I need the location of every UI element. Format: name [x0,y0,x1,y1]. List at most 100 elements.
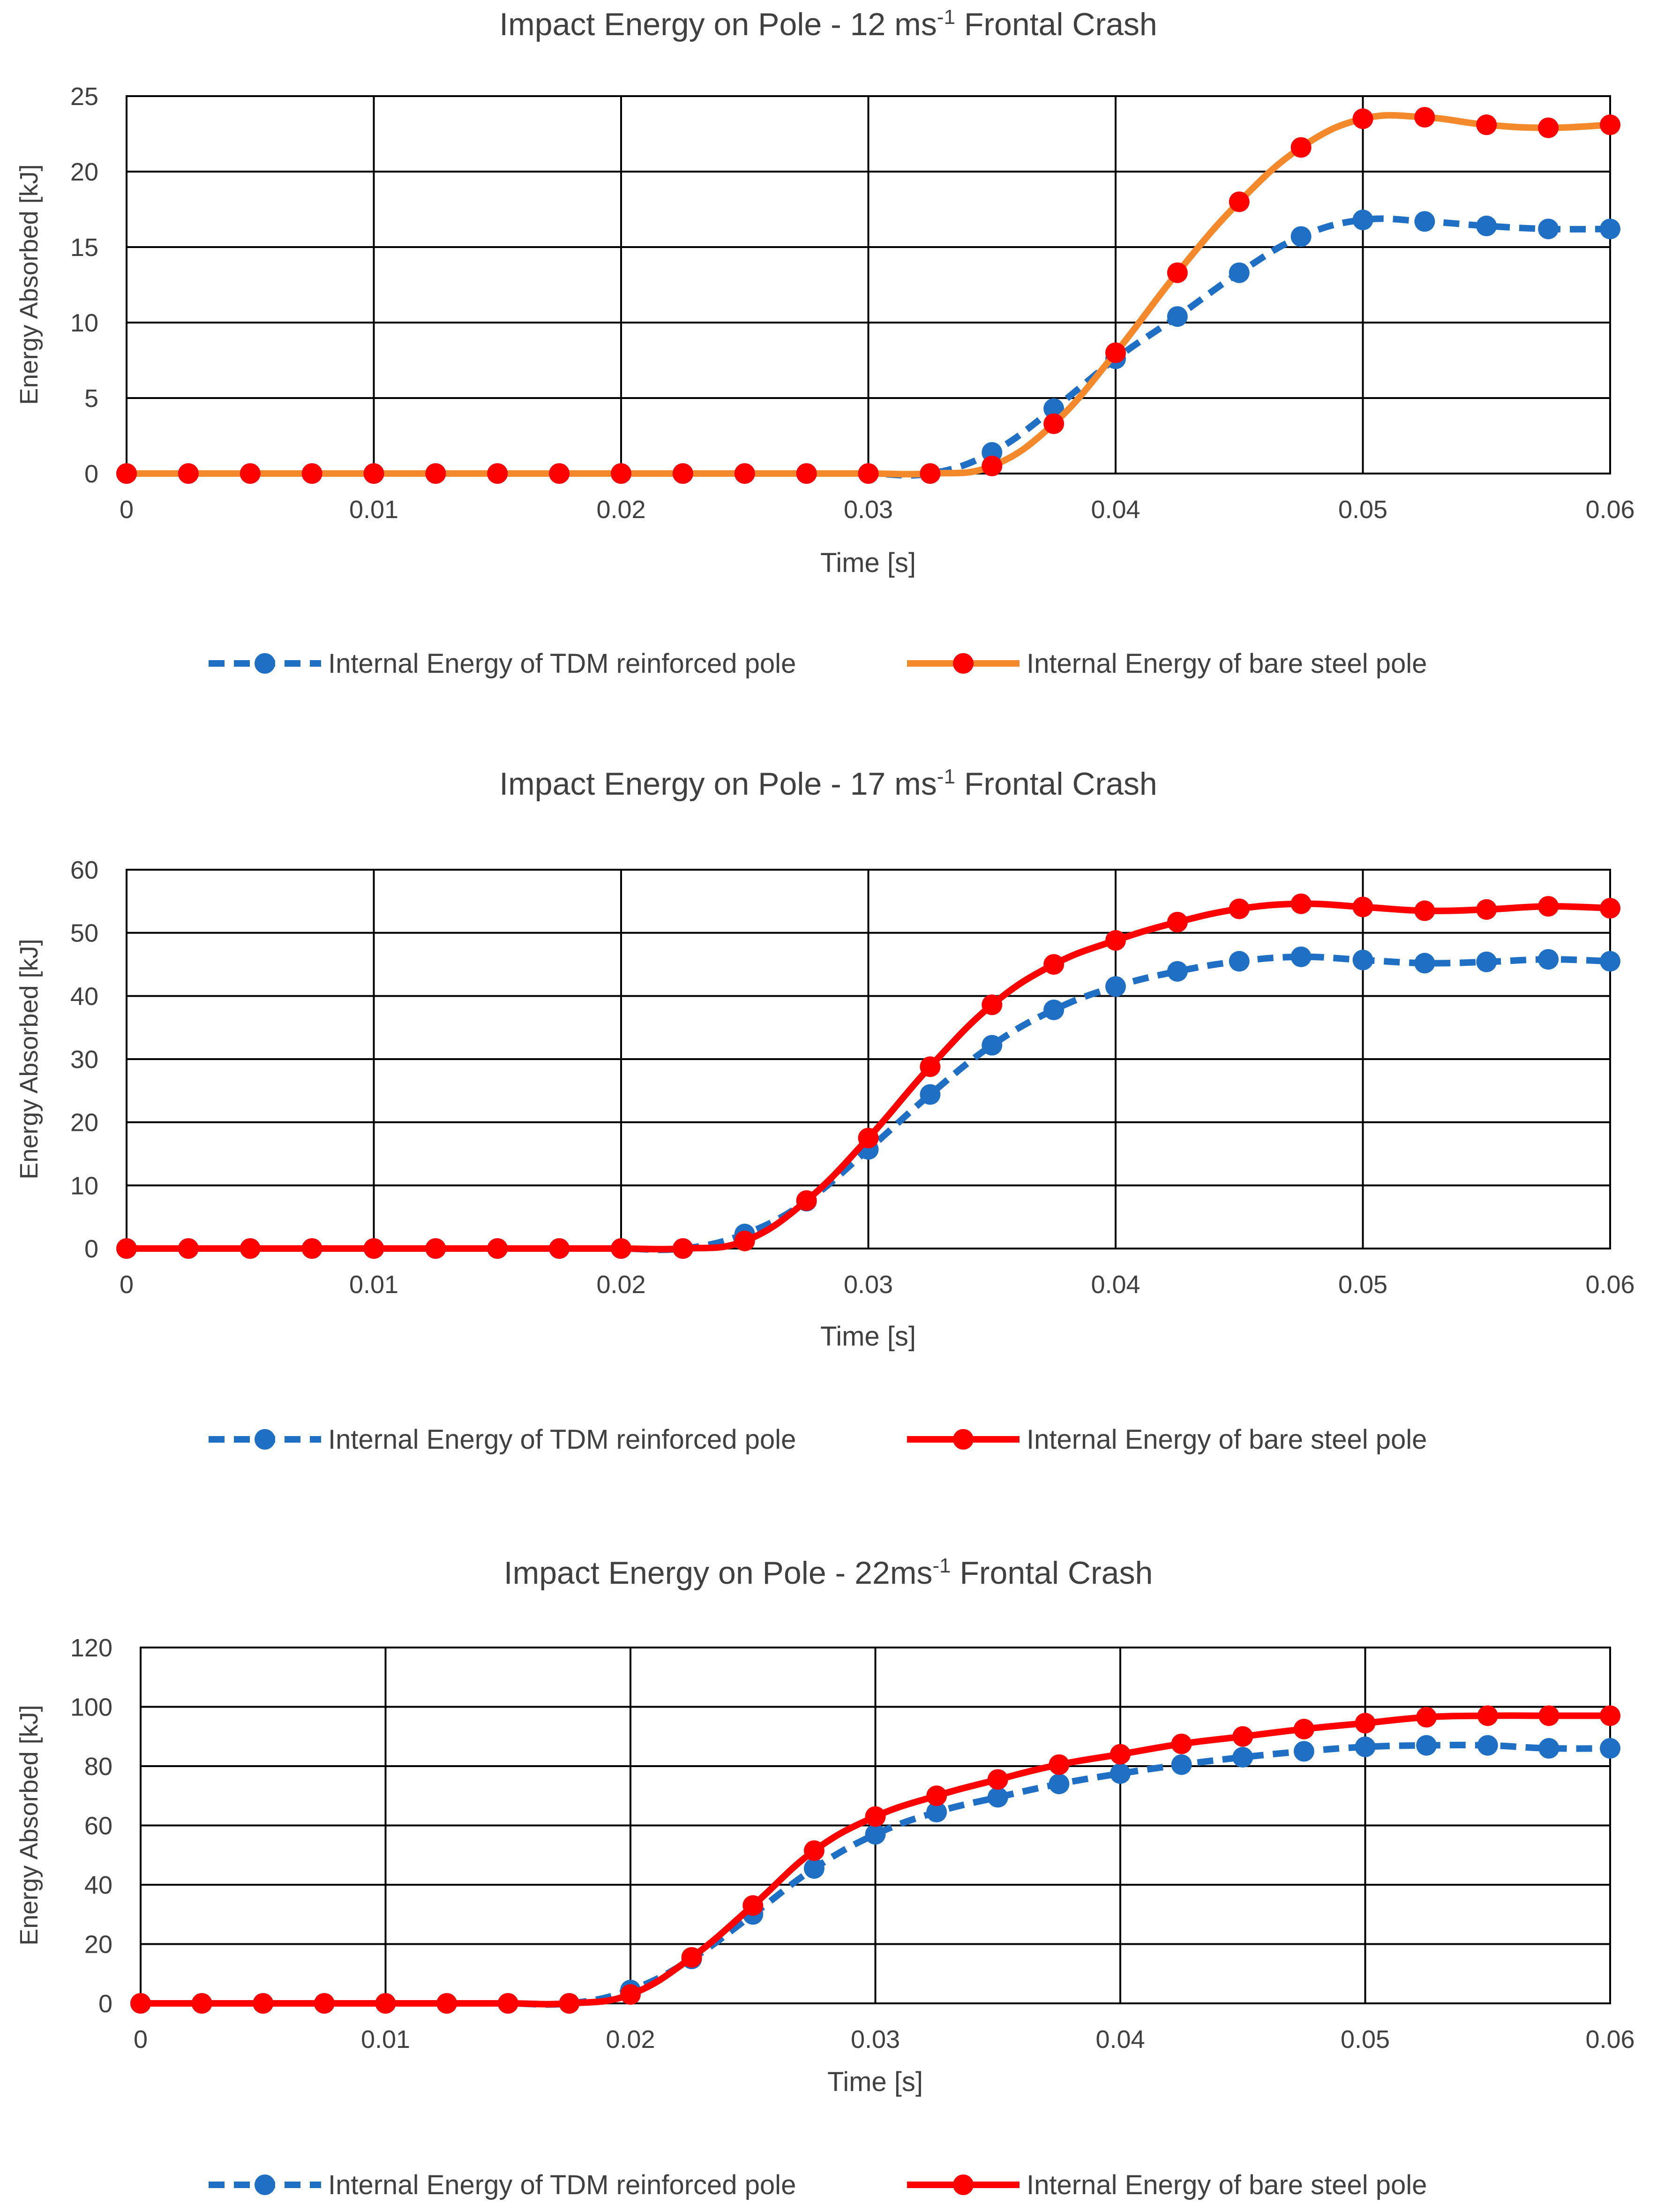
data-point-series-1 [858,1128,879,1149]
legend-label-1: Internal Energy of bare steel pole [1027,1424,1427,1455]
chart-panel-12ms: Impact Energy on Pole - 12 ms-1 Frontal … [0,0,1657,731]
data-point-series-1 [301,1238,322,1259]
data-point-series-1 [1105,930,1126,951]
data-point-series-1 [1171,1733,1192,1754]
y-tick-label: 0 [84,460,98,488]
data-point-series-1 [549,1238,570,1259]
data-point-series-1 [1600,114,1620,135]
data-point-series-1 [672,1238,693,1259]
data-point-series-1 [1293,1718,1314,1739]
x-axis-label: Time [s] [820,548,916,578]
data-point-series-1 [796,1190,817,1211]
data-point-series-1 [375,1993,396,2014]
data-point-series-1 [253,1993,274,2014]
y-tick-label: 20 [84,1931,112,1959]
data-point-series-1 [1352,108,1373,129]
data-point-series-1 [1290,137,1312,158]
y-tick-label: 40 [84,1871,112,1899]
data-point-series-0 [1538,218,1559,240]
data-point-series-1 [178,1238,199,1259]
y-axis-label: Energy Absorbed [kJ] [15,1705,43,1945]
data-point-series-1 [240,1238,261,1259]
data-point-series-0 [1049,1773,1070,1794]
data-point-series-0 [1600,951,1620,972]
data-point-series-1 [1414,900,1435,921]
x-tick-label: 0.06 [1585,2025,1635,2054]
data-point-series-0 [982,1035,1003,1056]
data-point-series-0 [1600,1738,1620,1759]
data-point-series-0 [1232,1747,1253,1768]
data-point-series-1 [982,994,1003,1016]
legend-marker-0 [255,2174,275,2195]
data-point-series-0 [1293,1741,1314,1762]
data-point-series-1 [1167,911,1188,933]
x-tick-label: 0.05 [1338,1271,1387,1299]
data-point-series-0 [1043,398,1065,419]
chart-title: Impact Energy on Pole - 22ms-1 Frontal C… [504,1554,1153,1591]
data-point-series-1 [681,1947,702,1968]
data-point-series-1 [1600,898,1620,919]
x-tick-label: 0.06 [1585,1271,1635,1299]
legend-label-1: Internal Energy of bare steel pole [1027,2170,1427,2200]
data-point-series-1 [734,1230,755,1251]
x-tick-label: 0.01 [349,1271,398,1299]
data-point-series-0 [1290,226,1312,247]
data-point-series-0 [1290,946,1312,967]
data-point-series-1 [1167,262,1188,283]
data-point-series-1 [191,1993,212,2014]
data-point-series-1 [314,1993,335,2014]
data-point-series-0 [1476,215,1497,236]
data-point-series-1 [1229,191,1250,212]
data-point-series-1 [1043,954,1065,975]
y-tick-label: 10 [70,309,98,337]
data-point-series-1 [734,463,755,484]
data-point-series-1 [497,1993,518,2014]
data-point-series-1 [425,1238,446,1259]
data-point-series-1 [487,463,508,484]
chart-17ms: Impact Energy on Pole - 17 ms-1 Frontal … [15,765,1635,1455]
y-tick-label: 30 [70,1046,98,1074]
x-tick-label: 0.03 [844,496,893,524]
data-point-series-1 [1476,114,1497,135]
data-point-series-0 [1600,218,1620,240]
data-point-series-1 [926,1785,947,1806]
data-point-series-0 [1043,999,1065,1020]
x-tick-label: 0 [120,1271,134,1299]
plot-area-frame [126,869,1611,1249]
data-point-series-0 [1167,961,1188,982]
y-tick-label: 50 [70,919,98,948]
data-point-series-1 [1538,1705,1560,1726]
data-point-series-1 [549,463,570,484]
y-tick-label: 10 [70,1172,98,1200]
data-point-series-0 [1476,951,1497,972]
legend-marker-0 [255,653,275,674]
data-point-series-1 [920,463,941,484]
data-point-series-0 [1171,1754,1192,1775]
data-point-series-1 [1538,896,1559,917]
data-point-series-1 [363,463,384,484]
data-point-series-1 [240,463,261,484]
chart-panel-17ms: Impact Energy on Pole - 17 ms-1 Frontal … [0,731,1657,1463]
legend-label-0: Internal Energy of TDM reinforced pole [328,648,796,679]
y-tick-label: 5 [84,384,98,413]
data-point-series-0 [865,1824,886,1845]
data-point-series-0 [1352,949,1373,971]
data-point-series-0 [987,1787,1008,1808]
x-tick-label: 0.03 [844,1271,893,1299]
x-tick-label: 0.01 [349,496,398,524]
y-axis-label: Energy Absorbed [kJ] [15,164,43,405]
data-point-series-1 [1600,1705,1620,1726]
x-tick-label: 0.05 [1341,2025,1390,2054]
data-point-series-1 [611,1238,631,1259]
y-tick-label: 0 [98,1990,112,2018]
legend-label-1: Internal Energy of bare steel pole [1027,648,1427,679]
x-tick-label: 0 [120,496,134,524]
data-point-series-1 [1476,899,1497,920]
y-tick-label: 25 [70,83,98,111]
x-axis-label: Time [s] [827,2067,923,2097]
legend-label-0: Internal Energy of TDM reinforced pole [328,2170,796,2200]
y-tick-label: 100 [70,1693,112,1722]
legend-marker-0 [255,1429,275,1450]
data-point-series-1 [796,463,817,484]
chart-title: Impact Energy on Pole - 17 ms-1 Frontal … [499,765,1157,802]
